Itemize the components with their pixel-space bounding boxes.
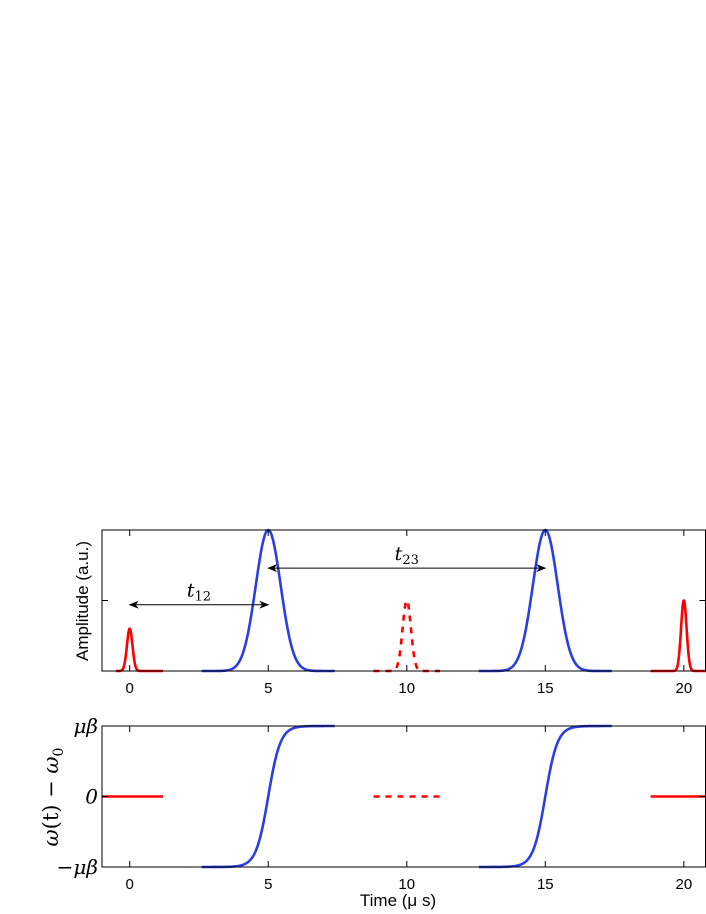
top-x-tick-label: 5 <box>264 680 272 697</box>
interval-label-2: t23 <box>395 543 419 568</box>
ylabel-omega: ω <box>39 829 63 846</box>
bottom-y-axis-label: ω(t) − ω0 <box>39 748 67 847</box>
bottom-y-tick-label: μβ <box>73 714 98 738</box>
top-series-1 <box>114 627 165 673</box>
bottom-y-tick-label: −μβ <box>57 855 98 879</box>
interval-label-1: t12 <box>187 580 211 605</box>
top-x-tick-label: 15 <box>537 680 554 697</box>
bottom-y-tick-label: 0 <box>85 785 98 809</box>
bottom-y-ticks: −μβ 0 μβ <box>57 714 706 879</box>
bottom-x-tick-label: 20 <box>675 876 692 893</box>
top-y-ticks <box>102 529 706 672</box>
bottom-x-axis-label: Time (μ s) <box>360 891 436 910</box>
bottom-x-ticks: 0 5 10 15 20 <box>126 726 692 893</box>
top-x-tick-label: 0 <box>126 680 134 697</box>
top-annotations: t12 t23 <box>128 543 547 609</box>
top-panel: t12 t23 0 5 10 15 20 Amplitude (a.u.) <box>73 528 706 697</box>
bottom-x-tick-label: 5 <box>264 876 272 893</box>
ylabel-subscript: 0 <box>51 748 67 757</box>
top-y-axis-label: Amplitude (a.u.) <box>73 541 92 661</box>
top-series-2 <box>200 528 336 673</box>
bottom-plot-frame <box>101 725 706 868</box>
ylabel-omega-zero: ω <box>39 756 63 773</box>
top-x-ticks: 0 5 10 15 20 <box>126 530 692 697</box>
bottom-series-4 <box>477 724 613 869</box>
top-series-3 <box>372 599 442 673</box>
top-series-5 <box>649 599 706 673</box>
ylabel-t-minus: (t) − <box>39 774 63 830</box>
top-x-tick-label: 20 <box>675 680 692 697</box>
top-series-4 <box>477 528 613 673</box>
bottom-x-tick-label: 0 <box>126 876 134 893</box>
bottom-x-tick-label: 15 <box>537 876 554 893</box>
bottom-x-tick-label: 10 <box>398 876 415 893</box>
bottom-series-2 <box>200 724 336 869</box>
top-x-tick-label: 10 <box>398 680 415 697</box>
bottom-series-group <box>100 724 706 869</box>
